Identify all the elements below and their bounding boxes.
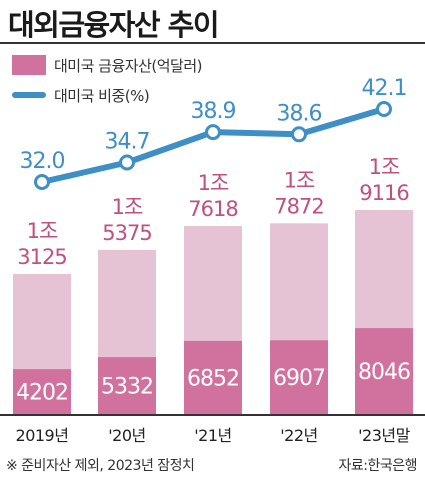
legend-label-share: 대미국 비중(%) bbox=[54, 86, 150, 105]
share-label-4: 42.1 bbox=[362, 76, 407, 101]
share-label-3: 38.6 bbox=[277, 101, 322, 126]
x-tick-label-1: '20년 bbox=[108, 426, 145, 445]
x-tick-label-3: '22년 bbox=[280, 426, 317, 445]
chart-title: 대외금융자산 추이 bbox=[8, 8, 220, 42]
total-label-line2-2: 7618 bbox=[188, 197, 237, 221]
bar-value-label-2: 6852 bbox=[187, 366, 239, 391]
share-point-3 bbox=[291, 126, 307, 143]
bar-us-2 bbox=[184, 340, 242, 414]
share-label-2: 38.9 bbox=[191, 99, 236, 124]
legend-item-assets: 대미국 금융자산(억달러) bbox=[12, 52, 202, 78]
share-point-1 bbox=[119, 154, 135, 171]
total-label-line1-2: 1조 bbox=[198, 171, 229, 195]
bar-us-3 bbox=[270, 340, 328, 414]
bar-us-1 bbox=[98, 357, 156, 414]
bar-value-label-0: 4202 bbox=[16, 381, 68, 406]
total-label-line2-3: 7872 bbox=[274, 194, 323, 218]
title-underline bbox=[0, 42, 425, 44]
bar-us-0 bbox=[13, 369, 71, 414]
x-tick-label-2: '21년 bbox=[194, 426, 231, 445]
x-tick-label-4: '23년말 bbox=[358, 426, 410, 445]
bar-value-label-3: 6907 bbox=[273, 366, 325, 391]
total-label-line1-3: 1조 bbox=[284, 168, 315, 192]
legend-swatch-share bbox=[12, 92, 46, 98]
legend-item-share: 대미국 비중(%) bbox=[12, 82, 150, 108]
share-label-0: 32.0 bbox=[20, 149, 65, 174]
source-note: 자료:한국은행 bbox=[338, 458, 418, 474]
total-label-line2-4: 9116 bbox=[359, 181, 409, 205]
total-label-line2-0: 3125 bbox=[17, 245, 66, 269]
legend-label-assets: 대미국 금융자산(억달러) bbox=[54, 56, 202, 75]
total-label-line2-1: 5375 bbox=[102, 221, 151, 245]
total-label-line1-0: 1조 bbox=[27, 219, 58, 243]
bar-value-label-4: 8046 bbox=[358, 360, 410, 385]
legend-swatch-assets bbox=[12, 55, 46, 75]
share-point-4 bbox=[376, 101, 392, 117]
x-tick-label-0: 2019년 bbox=[16, 426, 69, 445]
share-label-1: 34.7 bbox=[105, 129, 150, 154]
total-label-line1-1: 1조 bbox=[112, 195, 143, 219]
bar-value-label-1: 5332 bbox=[101, 375, 153, 400]
bar-us-4 bbox=[355, 328, 413, 414]
total-label-line1-4: 1조 bbox=[369, 155, 400, 179]
footnote: ※ 준비자산 제외, 2023년 잠정치 bbox=[6, 458, 195, 474]
share-point-2 bbox=[205, 124, 221, 141]
share-point-0 bbox=[34, 174, 50, 190]
